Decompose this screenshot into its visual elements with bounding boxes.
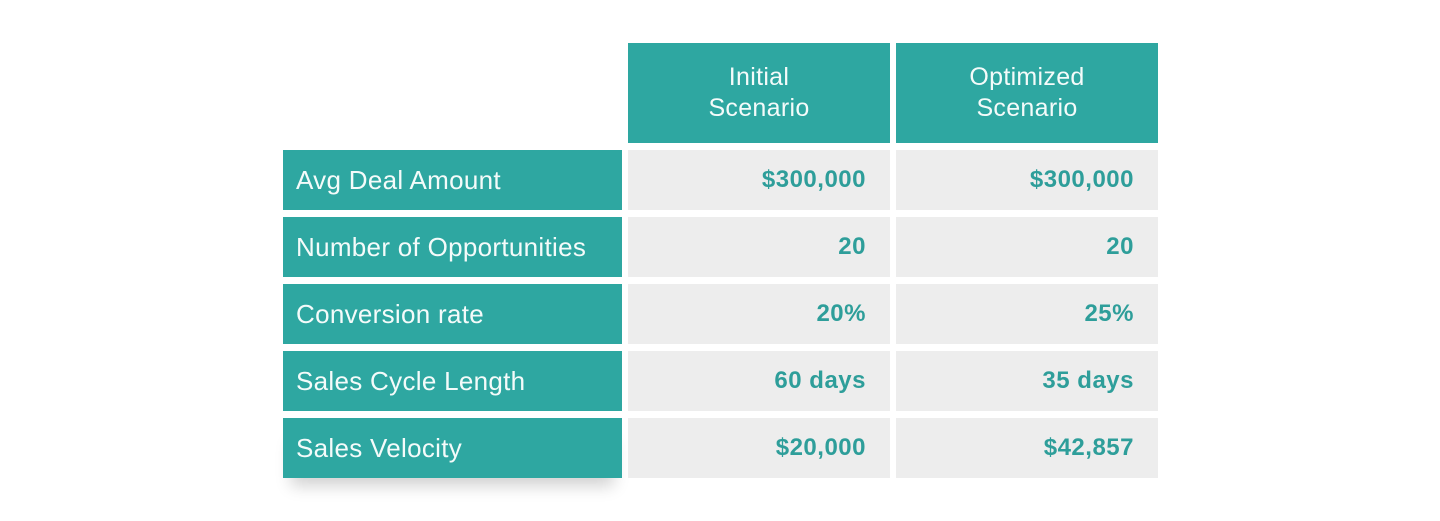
value-sales-velocity-initial: $20,000 xyxy=(628,418,890,478)
value-conversion-rate-initial: 20% xyxy=(628,284,890,344)
value-number-of-opportunities-initial: 20 xyxy=(628,217,890,277)
header-cell-initial-scenario: Initial Scenario xyxy=(628,43,890,143)
value-number-of-opportunities-optimized: 20 xyxy=(896,217,1158,277)
corner-cell xyxy=(283,43,622,143)
row-label-sales-cycle-length: Sales Cycle Length xyxy=(283,351,622,411)
row-label-sales-velocity: Sales Velocity xyxy=(283,418,622,478)
header-optimized-line2: Scenario xyxy=(976,94,1078,122)
sales-velocity-comparison-table: Initial Scenario Optimized Scenario Avg … xyxy=(283,43,1158,478)
header-initial-line1: Initial xyxy=(728,63,790,91)
row-label-avg-deal-amount: Avg Deal Amount xyxy=(283,150,622,210)
header-optimized-line1: Optimized xyxy=(969,63,1085,91)
value-sales-velocity-optimized: $42,857 xyxy=(896,418,1158,478)
value-sales-cycle-length-initial: 60 days xyxy=(628,351,890,411)
value-avg-deal-amount-initial: $300,000 xyxy=(628,150,890,210)
header-cell-optimized-scenario: Optimized Scenario xyxy=(896,43,1158,143)
value-sales-cycle-length-optimized: 35 days xyxy=(896,351,1158,411)
row-label-conversion-rate: Conversion rate xyxy=(283,284,622,344)
value-avg-deal-amount-optimized: $300,000 xyxy=(896,150,1158,210)
header-initial-line2: Scenario xyxy=(708,94,810,122)
row-label-number-of-opportunities: Number of Opportunities xyxy=(283,217,622,277)
value-conversion-rate-optimized: 25% xyxy=(896,284,1158,344)
